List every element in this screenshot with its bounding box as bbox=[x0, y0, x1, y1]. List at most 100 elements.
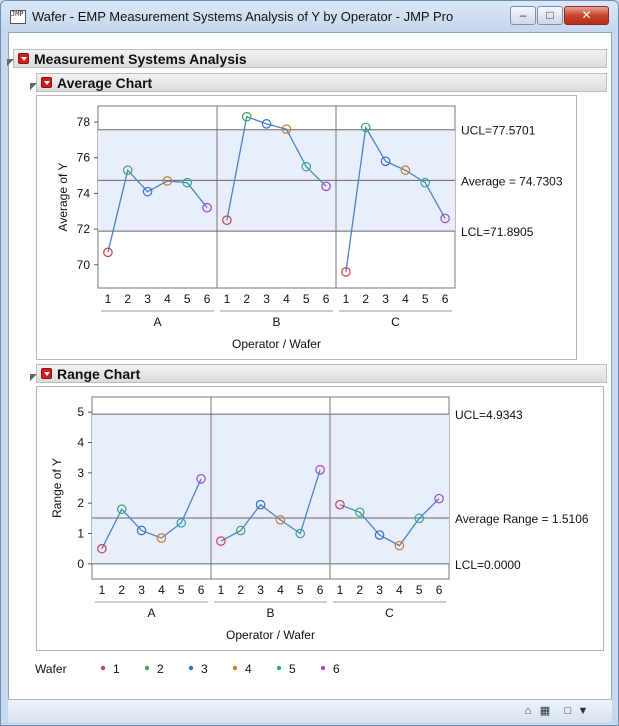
legend-item-label: 2 bbox=[157, 662, 164, 676]
group-label: C bbox=[391, 315, 400, 329]
home-icon[interactable]: ⌂ bbox=[524, 705, 532, 717]
x-tick-label: 4 bbox=[402, 292, 409, 306]
x-tick-label: 4 bbox=[277, 583, 284, 597]
group-label: B bbox=[266, 606, 274, 620]
x-tick-label: 6 bbox=[317, 583, 324, 597]
center-label: Average = 74.7303 bbox=[461, 174, 563, 188]
data-point bbox=[122, 165, 133, 176]
x-tick-label: 4 bbox=[283, 292, 290, 306]
title-bar[interactable]: JMP Wafer - EMP Measurement Systems Anal… bbox=[1, 1, 618, 31]
disclosure-icon[interactable] bbox=[22, 366, 38, 382]
legend-marker bbox=[144, 665, 150, 671]
x-tick-label: 4 bbox=[396, 583, 403, 597]
data-point bbox=[235, 525, 246, 536]
x-tick-label: 3 bbox=[138, 583, 145, 597]
data-point bbox=[420, 177, 431, 188]
y-tick-label: 78 bbox=[77, 115, 91, 129]
data-point bbox=[301, 161, 312, 172]
x-tick-label: 3 bbox=[376, 583, 383, 597]
legend-item-label: 4 bbox=[245, 662, 252, 676]
group-label: B bbox=[272, 315, 280, 329]
x-tick-label: 6 bbox=[198, 583, 205, 597]
disclosure-icon[interactable] bbox=[0, 51, 15, 67]
average-chart-header: Average Chart bbox=[22, 73, 607, 92]
window-title: Wafer - EMP Measurement Systems Analysis… bbox=[32, 9, 454, 24]
data-point bbox=[440, 213, 450, 224]
grid-icon[interactable]: ▦ bbox=[539, 705, 551, 717]
msa-outline-header: Measurement Systems Analysis bbox=[0, 49, 607, 68]
ucl-label: UCL=77.5701 bbox=[461, 124, 536, 138]
x-tick-label: 3 bbox=[263, 292, 270, 306]
series-line-c bbox=[345, 125, 446, 273]
y-tick-label: 5 bbox=[77, 405, 84, 419]
red-triangle-menu-icon[interactable] bbox=[41, 368, 52, 379]
x-tick-label: 2 bbox=[243, 292, 250, 306]
data-point bbox=[116, 504, 127, 515]
x-tick-label: 2 bbox=[124, 292, 131, 306]
data-point bbox=[156, 533, 167, 543]
maximize-button[interactable]: □ bbox=[537, 6, 563, 25]
series-line-a bbox=[101, 478, 202, 549]
legend-item-label: 1 bbox=[113, 662, 120, 676]
x-tick-label: 1 bbox=[105, 292, 112, 306]
x-tick-label: 6 bbox=[204, 292, 211, 306]
legend-title: Wafer bbox=[35, 662, 67, 676]
y-tick-label: 72 bbox=[77, 222, 91, 236]
control-band bbox=[92, 414, 449, 564]
y-tick-label: 3 bbox=[77, 466, 84, 480]
x-tick-label: 2 bbox=[362, 292, 369, 306]
status-bar: ⌂ ▦ □ ▼ bbox=[8, 699, 612, 723]
y-axis-label: Range of Y bbox=[50, 458, 64, 518]
data-point bbox=[341, 267, 351, 277]
msa-title: Measurement Systems Analysis bbox=[34, 51, 247, 67]
y-tick-label: 1 bbox=[77, 527, 84, 541]
data-point bbox=[354, 507, 365, 518]
x-tick-label: 1 bbox=[218, 583, 225, 597]
x-tick-label: 4 bbox=[158, 583, 165, 597]
close-icon: ✕ bbox=[581, 8, 592, 22]
y-axis-label: Average of Y bbox=[56, 163, 70, 232]
data-point bbox=[255, 499, 266, 510]
report-area: Measurement Systems Analysis Average Cha… bbox=[0, 32, 612, 715]
data-point bbox=[295, 528, 306, 539]
x-tick-label: 3 bbox=[382, 292, 389, 306]
close-button[interactable]: ✕ bbox=[564, 6, 609, 25]
data-point bbox=[281, 124, 292, 134]
x-tick-label: 4 bbox=[164, 292, 171, 306]
minimize-button[interactable]: – bbox=[510, 6, 536, 25]
range-chart: UCL=4.9343 Average Range = 1.5106 LCL=0.00… bbox=[50, 396, 589, 642]
lcl-label: LCL=0.0000 bbox=[455, 558, 521, 572]
x-axis-label: Operator / Wafer bbox=[232, 337, 321, 351]
y-tick-label: 70 bbox=[77, 258, 91, 272]
jmp-app-icon[interactable]: JMP bbox=[10, 10, 26, 24]
chevron-down-icon[interactable]: ▼ bbox=[577, 705, 589, 717]
window-list-icon[interactable]: □ bbox=[564, 705, 572, 717]
legend-marker bbox=[188, 665, 194, 671]
group-label: C bbox=[385, 606, 394, 620]
y-tick-label: 76 bbox=[77, 151, 91, 165]
y-tick-label: 0 bbox=[77, 557, 84, 571]
red-triangle-menu-icon[interactable] bbox=[41, 77, 52, 88]
data-point bbox=[374, 530, 385, 540]
x-tick-label: 5 bbox=[184, 292, 191, 306]
y-tick-label: 2 bbox=[77, 496, 84, 510]
x-tick-label: 5 bbox=[422, 292, 429, 306]
legend-marker bbox=[100, 665, 106, 671]
x-tick-label: 6 bbox=[323, 292, 330, 306]
range-chart-header: Range Chart bbox=[22, 364, 607, 383]
legend-item-label: 6 bbox=[333, 662, 340, 676]
data-point bbox=[136, 525, 147, 536]
data-point bbox=[400, 165, 411, 176]
x-tick-label: 1 bbox=[343, 292, 350, 306]
series-line-a bbox=[107, 168, 208, 253]
legend-marker bbox=[276, 665, 282, 671]
data-point bbox=[414, 513, 425, 524]
red-triangle-menu-icon[interactable] bbox=[18, 53, 29, 64]
data-point bbox=[321, 181, 331, 192]
data-point bbox=[275, 515, 286, 525]
average-chart: UCL=77.5701 Average = 74.7303 LCL=71.8905 7… bbox=[56, 105, 563, 351]
x-tick-label: 2 bbox=[118, 583, 125, 597]
lcl-label: LCL=71.8905 bbox=[461, 225, 534, 239]
disclosure-icon[interactable] bbox=[22, 75, 38, 91]
x-tick-label: 2 bbox=[237, 583, 244, 597]
